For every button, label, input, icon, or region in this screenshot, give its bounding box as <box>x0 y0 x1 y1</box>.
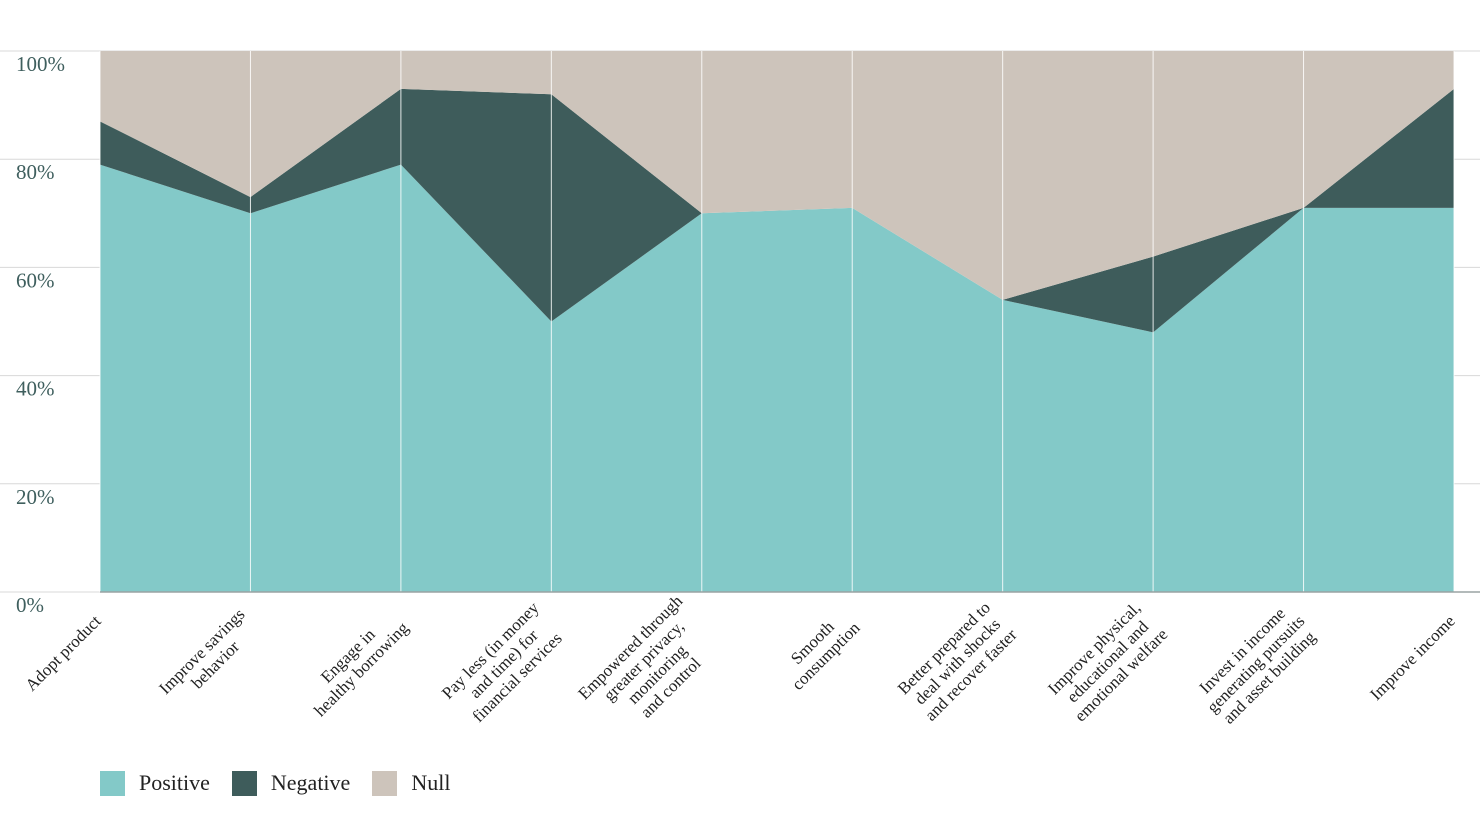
legend-label-negative: Negative <box>270 770 351 795</box>
x-axis-label: Invest in incomegenerating pursuitsand a… <box>1190 598 1322 730</box>
x-axis-label: Smoothconsumption <box>775 605 864 694</box>
x-axis-label: Improve physical,educational andemotiona… <box>1044 598 1171 725</box>
y-tick-label: 40% <box>16 377 55 401</box>
y-tick-label: 100% <box>16 52 65 76</box>
legend-swatch-null <box>372 770 398 796</box>
x-axis-label: Empowered throughgreater privacy,monitor… <box>574 591 727 744</box>
legend-swatch-positive <box>100 770 125 796</box>
svg-text:Smoothconsumption: Smoothconsumption <box>775 605 864 694</box>
y-tick-label: 60% <box>16 268 55 292</box>
svg-text:Invest in incomegenerating pur: Invest in incomegenerating pursuitsand a… <box>1190 598 1322 730</box>
x-axis-label: Better prepared todeal with shocksand re… <box>894 598 1021 725</box>
legend-item-positive[interactable]: Positive <box>100 770 210 796</box>
x-axis-label: Pay less (in moneyand time) forfinancial… <box>438 598 570 730</box>
y-axis-ticks: 0% 20% 40% 60% 80% 100% <box>16 52 65 617</box>
x-axis-label: Improve income <box>1366 611 1459 704</box>
area-positive <box>100 164 1454 593</box>
x-axis-label: Adopt product <box>22 611 105 694</box>
legend-label-positive: Positive <box>139 770 210 795</box>
legend-swatch-negative <box>231 770 257 796</box>
svg-text:Engage inhealthy borrowing: Engage inhealthy borrowing <box>297 604 413 720</box>
svg-text:Improve income: Improve income <box>1366 611 1459 704</box>
y-tick-label: 0% <box>16 593 44 617</box>
area-series <box>100 51 1454 593</box>
svg-text:Improve physical,educational a: Improve physical,educational andemotiona… <box>1044 598 1171 725</box>
x-axis-label: Improve savingsbehavior <box>155 605 262 712</box>
svg-text:Better prepared todeal with sh: Better prepared todeal with shocksand re… <box>894 598 1021 725</box>
svg-text:Improve savingsbehavior: Improve savingsbehavior <box>155 605 262 712</box>
legend-label-null: Null <box>411 770 451 795</box>
y-tick-label: 80% <box>16 160 55 184</box>
svg-text:Empowered throughgreater priva: Empowered throughgreater privacy,monitor… <box>574 591 727 744</box>
legend-item-null[interactable]: Null <box>372 770 450 796</box>
svg-text:Pay less (in moneyand time) fo: Pay less (in moneyand time) forfinancial… <box>438 598 570 730</box>
area-null <box>100 51 1454 300</box>
x-axis-labels: Adopt product Improve savingsbehavior Enga… <box>22 591 1459 744</box>
x-axis-label: Engage inhealthy borrowing <box>297 604 413 720</box>
svg-text:Adopt product: Adopt product <box>22 611 105 694</box>
category-dividers <box>99 51 1455 592</box>
legend: Positive Negative Null <box>100 770 472 796</box>
legend-item-negative[interactable]: Negative <box>231 770 351 796</box>
area-negative <box>100 88 1454 333</box>
y-tick-label: 20% <box>16 485 55 509</box>
